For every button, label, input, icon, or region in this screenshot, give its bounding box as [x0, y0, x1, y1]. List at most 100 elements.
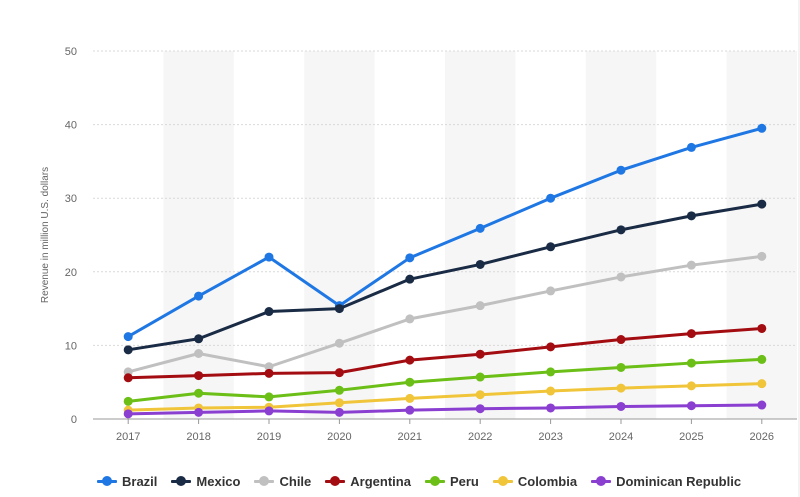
- x-tick-label: 2022: [468, 431, 492, 443]
- series-line-chile: [126, 254, 764, 374]
- data-point-dominican-republic-2020: [334, 407, 344, 417]
- series-line-dominican-republic: [126, 403, 764, 416]
- data-point-dominican-republic-2019: [264, 406, 274, 416]
- legend-item-argentina[interactable]: Argentina: [325, 474, 411, 489]
- data-point-mexico-2026: [757, 199, 767, 209]
- data-point-argentina-2025: [686, 329, 696, 339]
- legend-item-peru[interactable]: Peru: [424, 473, 479, 489]
- data-point-argentina-2018: [194, 371, 204, 381]
- series-line-brazil: [126, 126, 764, 339]
- y-tick-label: 40: [65, 120, 77, 132]
- data-point-colombia-2022: [475, 390, 485, 400]
- legend-label: Argentina: [350, 473, 411, 489]
- legend-item-chile[interactable]: Chile: [254, 474, 311, 489]
- data-point-mexico-2022: [475, 259, 485, 269]
- legend-marker-icon: [424, 475, 445, 487]
- data-point-chile-2026: [757, 251, 767, 261]
- data-point-argentina-2026: [757, 323, 767, 333]
- data-point-peru-2020: [334, 385, 344, 395]
- legend-label: Mexico: [196, 473, 241, 489]
- data-point-chile-2021: [405, 314, 415, 324]
- y-tick-label: 20: [65, 267, 77, 279]
- data-point-brazil-2026: [757, 123, 767, 133]
- series-line-peru: [126, 357, 764, 403]
- data-point-mexico-2023: [546, 242, 556, 252]
- y-tick-label: 50: [65, 46, 77, 58]
- legend-marker-icon: [325, 475, 346, 487]
- data-point-colombia-2020: [334, 398, 344, 408]
- data-point-peru-2024: [616, 362, 626, 372]
- data-point-colombia-2023: [546, 386, 556, 396]
- data-point-mexico-2017: [123, 345, 133, 355]
- background-band-2022: [445, 51, 516, 419]
- data-point-argentina-2022: [475, 349, 485, 359]
- data-point-dominican-republic-2023: [546, 403, 556, 413]
- x-tick-label: 2018: [186, 431, 210, 443]
- data-point-dominican-republic-2025: [686, 401, 696, 411]
- data-point-peru-2017: [123, 396, 133, 406]
- data-point-argentina-2024: [616, 335, 626, 345]
- data-point-chile-2023: [546, 286, 556, 296]
- legend-label: Colombia: [517, 473, 578, 489]
- x-tick-label: 2025: [679, 431, 703, 443]
- data-point-chile-2025: [686, 260, 696, 270]
- legend-item-mexico[interactable]: Mexico: [171, 474, 240, 489]
- legend-label: Peru: [449, 473, 479, 489]
- data-point-peru-2022: [475, 372, 485, 382]
- legend-label: Brazil: [122, 473, 158, 489]
- legend-marker-icon: [171, 475, 192, 487]
- legend-marker-icon: [97, 475, 117, 487]
- legend-marker-icon: [254, 475, 275, 487]
- data-point-brazil-2025: [686, 142, 696, 152]
- data-point-colombia-2021: [405, 393, 415, 403]
- data-point-chile-2022: [475, 301, 485, 311]
- data-point-mexico-2025: [686, 211, 696, 221]
- data-point-brazil-2021: [405, 253, 415, 263]
- legend-item-brazil[interactable]: Brazil: [97, 474, 157, 489]
- data-point-mexico-2021: [405, 274, 415, 284]
- data-point-dominican-republic-2026: [757, 400, 767, 410]
- data-point-chile-2020: [334, 338, 344, 348]
- data-point-mexico-2018: [194, 334, 204, 344]
- data-point-dominican-republic-2024: [616, 401, 626, 411]
- data-point-chile-2018: [194, 348, 204, 358]
- data-point-dominican-republic-2021: [405, 405, 415, 415]
- data-point-argentina-2019: [264, 368, 274, 378]
- y-tick-label: 10: [65, 340, 77, 352]
- legend-item-dominican-republic[interactable]: Dominican Republic: [591, 474, 741, 489]
- x-tick-label: 2020: [327, 431, 351, 443]
- data-point-chile-2024: [616, 272, 626, 282]
- data-point-colombia-2025: [686, 381, 696, 391]
- series-line-mexico: [126, 202, 764, 352]
- data-point-peru-2025: [686, 358, 696, 368]
- y-axis-label: Revenue in million U.S. dollars: [40, 167, 51, 303]
- data-point-brazil-2018: [194, 291, 204, 301]
- legend-label: Chile: [279, 473, 312, 489]
- data-point-chile-2019: [264, 362, 274, 372]
- background-band-2020: [304, 51, 375, 419]
- data-point-argentina-2021: [405, 355, 415, 365]
- series-line-colombia: [126, 382, 764, 412]
- data-point-mexico-2024: [616, 225, 626, 235]
- data-point-brazil-2022: [475, 223, 485, 233]
- data-point-argentina-2017: [123, 373, 133, 383]
- data-point-brazil-2023: [546, 193, 556, 203]
- x-tick-label: 2019: [257, 431, 281, 443]
- data-point-peru-2018: [194, 388, 204, 398]
- data-point-peru-2019: [264, 392, 274, 402]
- background-band-2018: [163, 51, 234, 419]
- data-point-peru-2023: [546, 367, 556, 377]
- data-point-dominican-republic-2018: [194, 407, 204, 417]
- data-point-argentina-2020: [334, 368, 344, 378]
- legend: Brazil Mexico Chile Argentina Peru Colombia Do…: [97, 471, 741, 491]
- data-point-colombia-2026: [757, 379, 767, 389]
- data-point-colombia-2024: [616, 383, 626, 393]
- data-point-dominican-republic-2022: [475, 404, 485, 414]
- legend-item-colombia[interactable]: Colombia: [492, 473, 578, 489]
- x-tick-label: 2021: [398, 431, 422, 443]
- x-tick-label: 2023: [538, 431, 562, 443]
- y-tick-label: 30: [65, 193, 77, 205]
- legend-marker-icon: [591, 475, 612, 487]
